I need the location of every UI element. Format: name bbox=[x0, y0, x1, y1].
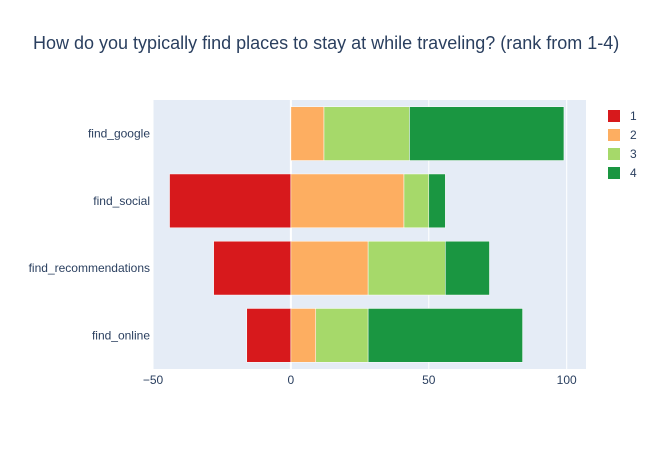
bar-find_online-rank-3[interactable] bbox=[315, 308, 369, 363]
legend-label: 1 bbox=[630, 108, 637, 123]
bar-find_recommendations-rank-3[interactable] bbox=[367, 240, 446, 296]
bar-find_social-rank-2[interactable] bbox=[290, 173, 405, 229]
legend-item-3[interactable]: 3 bbox=[608, 144, 637, 163]
x-tick-label: 100 bbox=[557, 373, 577, 387]
x-tick-label: −50 bbox=[143, 373, 164, 387]
y-tick-label: find_online bbox=[92, 328, 150, 342]
bars-layer bbox=[169, 106, 565, 363]
x-tick-label: 50 bbox=[422, 373, 436, 387]
legend-swatch bbox=[608, 128, 620, 141]
legend-swatch bbox=[608, 166, 620, 179]
x-axis-ticks: −50 0 50 100 bbox=[143, 373, 577, 387]
bar-find_online-rank-1[interactable] bbox=[246, 308, 292, 363]
legend-label: 3 bbox=[630, 146, 637, 161]
legend-item-4[interactable]: 4 bbox=[608, 163, 637, 182]
y-axis-ticks: find_google find_social find_recommendatio… bbox=[29, 127, 151, 343]
legend-label: 2 bbox=[630, 127, 637, 142]
legend-item-1[interactable]: 1 bbox=[608, 106, 637, 125]
y-tick-label: find_social bbox=[93, 194, 150, 208]
bar-find_recommendations-rank-4[interactable] bbox=[445, 240, 490, 296]
bar-find_social-rank-4[interactable] bbox=[428, 173, 446, 229]
chart-title: How do you typically find places to stay… bbox=[33, 33, 620, 53]
legend-swatch bbox=[608, 147, 620, 160]
bar-find_google-rank-2[interactable] bbox=[290, 106, 325, 161]
bar-find_social-rank-1[interactable] bbox=[169, 173, 292, 229]
bar-find_google-rank-3[interactable] bbox=[323, 106, 410, 161]
legend-label: 4 bbox=[630, 165, 637, 180]
legend-item-2[interactable]: 2 bbox=[608, 125, 637, 144]
bar-find_online-rank-4[interactable] bbox=[367, 308, 523, 363]
x-tick-label: 0 bbox=[288, 373, 295, 387]
legend: 1 2 3 4 bbox=[608, 106, 637, 182]
y-tick-label: find_recommendations bbox=[29, 261, 150, 275]
legend-swatch bbox=[608, 109, 620, 122]
y-tick-label: find_google bbox=[88, 127, 150, 141]
bar-find_social-rank-3[interactable] bbox=[403, 173, 430, 229]
bar-find_recommendations-rank-2[interactable] bbox=[290, 240, 369, 296]
bar-find_online-rank-2[interactable] bbox=[290, 308, 316, 363]
bar-find_recommendations-rank-1[interactable] bbox=[213, 240, 292, 296]
bar-find_google-rank-4[interactable] bbox=[409, 106, 565, 161]
